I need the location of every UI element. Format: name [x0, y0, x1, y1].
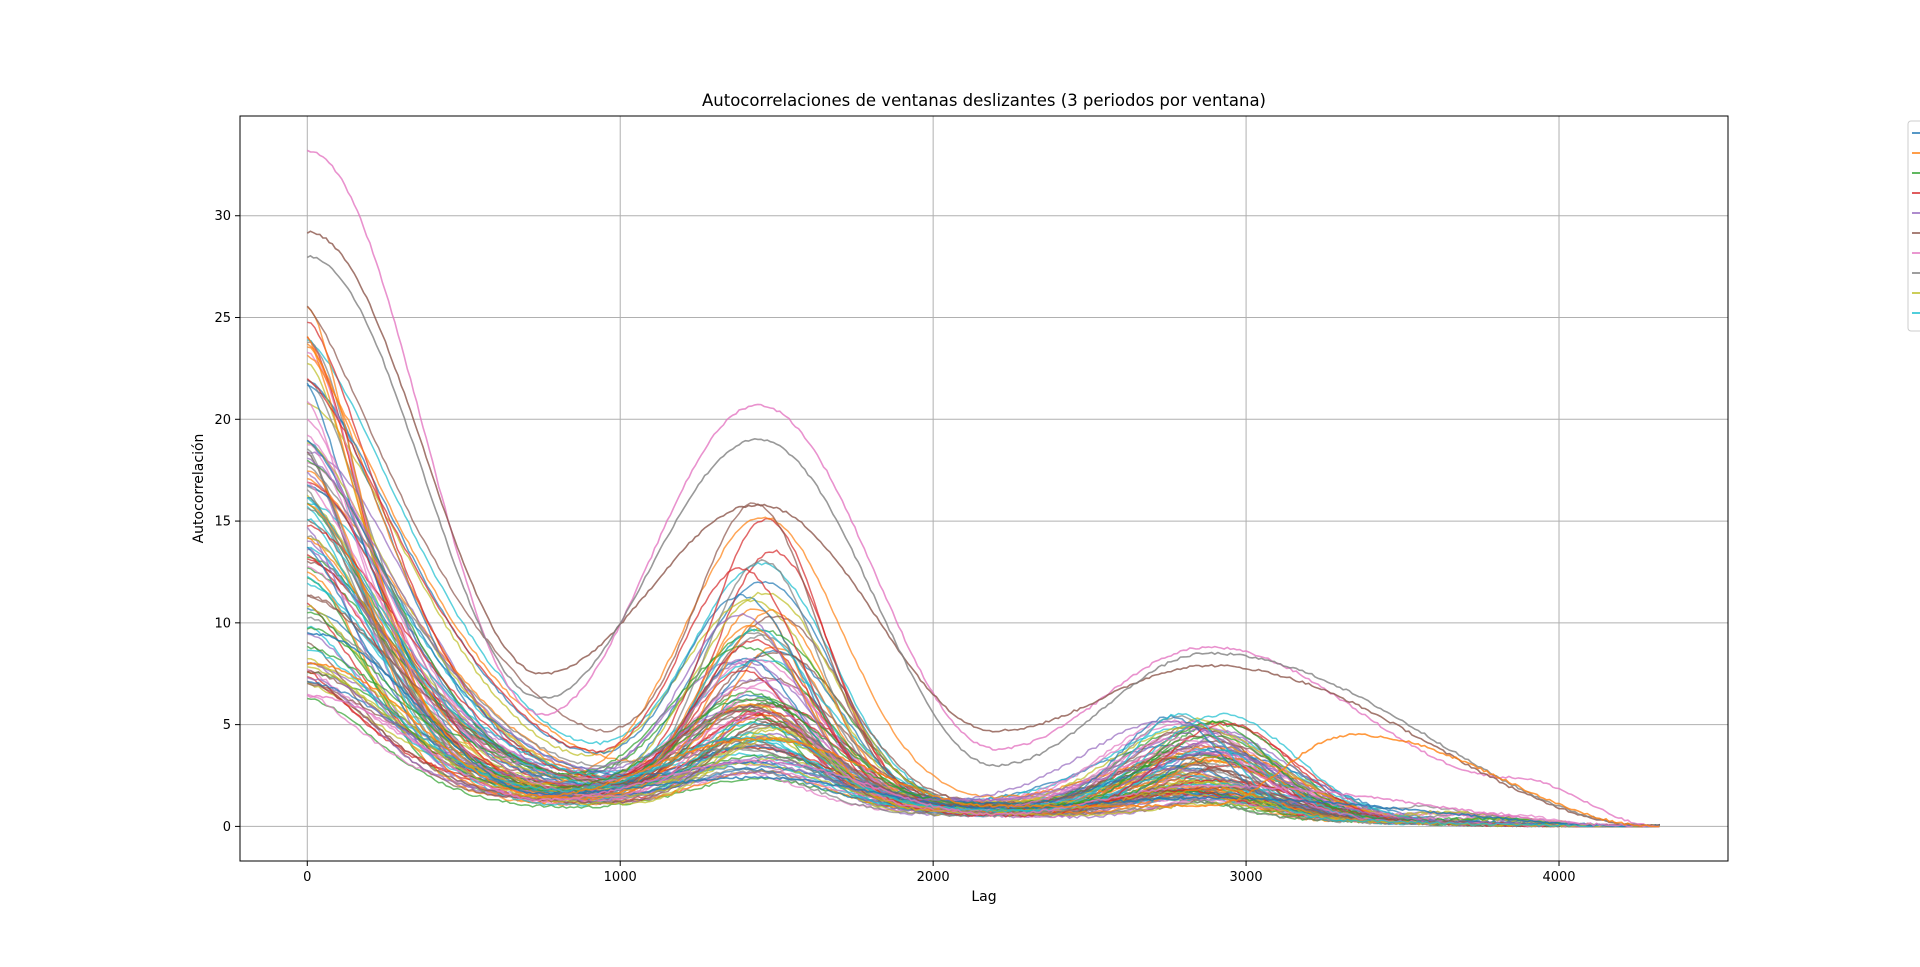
y-axis-label: Autocorrelación — [191, 434, 207, 544]
series-line — [307, 442, 1660, 828]
x-tick-label: 3000 — [1230, 870, 1263, 885]
x-tick-label: 4000 — [1542, 870, 1575, 885]
series-line — [306, 305, 1660, 828]
y-tick-label: 25 — [214, 311, 231, 326]
y-tick-label: 15 — [214, 515, 231, 530]
highlight-series-line — [307, 662, 1660, 828]
highlight-series-line — [306, 254, 1660, 828]
legend — [1907, 120, 1920, 332]
series-line — [307, 444, 1660, 828]
highlight-series-line — [306, 694, 1660, 828]
series-line — [307, 649, 1660, 828]
y-tick-label: 20 — [214, 413, 231, 428]
plot-frame — [239, 115, 1729, 862]
highlight-series-line — [306, 149, 1660, 828]
chart-title: Autocorrelaciones de ventanas deslizante… — [702, 91, 1266, 110]
series-lines — [306, 149, 1660, 828]
y-tick-label: 5 — [223, 718, 231, 733]
series-line — [307, 604, 1660, 828]
y-axis-ticks: 0 5 10 15 20 25 30 — [214, 209, 240, 835]
x-axis-ticks: 0 1000 2000 3000 4000 — [303, 861, 1576, 885]
series-line — [306, 602, 1660, 828]
x-axis-label: Lag — [971, 889, 996, 905]
y-tick-label: 0 — [223, 820, 231, 835]
x-tick-label: 0 — [303, 870, 311, 885]
highlight-series-line — [306, 230, 1660, 828]
series-line — [306, 306, 1660, 828]
y-tick-label: 30 — [214, 209, 231, 224]
x-tick-label: 2000 — [917, 870, 950, 885]
x-tick-label: 1000 — [604, 870, 637, 885]
y-tick-label: 10 — [214, 616, 231, 631]
